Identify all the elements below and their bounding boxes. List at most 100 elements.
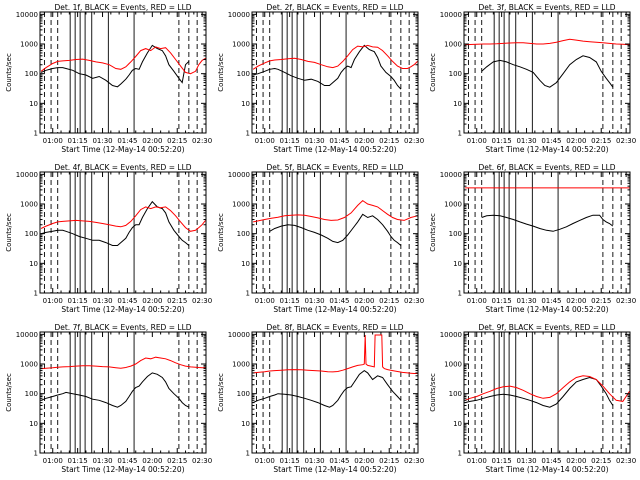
x-tick-label: 02:30: [192, 137, 212, 145]
x-tick-label: 01:15: [492, 297, 512, 305]
x-tick-label: 02:00: [566, 297, 586, 305]
plot-frame: [39, 171, 207, 294]
y-tick-label: 10: [29, 260, 38, 268]
chart-panel-9: 1 10 100 1000 10000 01:00 01:15 01:30 01:45 02:00…: [429, 323, 636, 474]
y-tick-label: 10000: [228, 11, 250, 19]
y-tick-label: 10000: [440, 171, 462, 179]
x-tick-label: 02:00: [354, 137, 374, 145]
plot-area: [40, 332, 206, 453]
y-tick-label: 1: [34, 290, 38, 298]
plot-frame: [251, 331, 419, 454]
x-tick-label: 02:15: [591, 297, 611, 305]
x-tick-label: 01:45: [329, 297, 349, 305]
x-tick-label: 01:15: [280, 457, 300, 465]
y-tick-label: 1000: [20, 361, 38, 369]
x-tick-label: 02:15: [379, 137, 399, 145]
chart-title: Det. 2f, BLACK = Events, RED = LLD: [266, 3, 403, 12]
y-tick-label: 1000: [232, 201, 250, 209]
y-tick-label: 1000: [444, 41, 462, 49]
x-tick-label: 02:15: [379, 457, 399, 465]
y-tick-label: 100: [237, 390, 250, 398]
x-tick-label: 01:00: [255, 297, 275, 305]
y-tick-label: 10000: [16, 171, 38, 179]
x-tick-label: 02:15: [591, 457, 611, 465]
plot-frame: [251, 11, 419, 134]
plot-frame: [463, 331, 631, 454]
y-axis-label: Counts/sec: [217, 373, 225, 412]
chart-panel-4: 1 10 100 1000 10000 01:00 01:15 01:30 01:45 02:00…: [5, 163, 212, 314]
y-tick-label: 100: [449, 70, 462, 78]
y-axis-label: Counts/sec: [5, 373, 13, 412]
plot-frame: [251, 171, 419, 294]
y-tick-label: 100: [25, 230, 38, 238]
y-tick-label: 1000: [444, 201, 462, 209]
events-series-line: [40, 44, 190, 88]
y-tick-label: 10000: [440, 11, 462, 19]
x-tick-label: 02:30: [616, 137, 636, 145]
lld-series-line: [253, 199, 418, 223]
y-axis-label: Counts/sec: [429, 373, 437, 412]
y-tick-label: 10000: [440, 331, 462, 339]
x-axis-label: Start Time (12-May-14 00:52:20): [61, 305, 184, 314]
y-tick-label: 100: [237, 70, 250, 78]
plot-area: [40, 12, 206, 133]
x-tick-label: 01:15: [280, 297, 300, 305]
x-tick-label: 01:30: [516, 457, 536, 465]
events-series-line: [481, 55, 614, 88]
x-tick-label: 01:00: [255, 137, 275, 145]
y-tick-label: 10: [241, 260, 250, 268]
y-tick-label: 1000: [232, 361, 250, 369]
x-tick-label: 02:30: [616, 297, 636, 305]
x-tick-label: 02:00: [142, 297, 162, 305]
plot-area: [252, 12, 418, 133]
x-tick-label: 02:30: [404, 137, 424, 145]
y-tick-label: 100: [449, 390, 462, 398]
x-tick-label: 01:30: [516, 297, 536, 305]
y-tick-label: 1: [458, 130, 462, 138]
x-tick-label: 02:00: [354, 297, 374, 305]
lld-series-line: [40, 46, 206, 75]
x-tick-label: 02:15: [379, 297, 399, 305]
x-tick-label: 02:00: [142, 457, 162, 465]
x-tick-label: 01:00: [43, 457, 63, 465]
x-tick-label: 01:00: [467, 297, 487, 305]
plot-area: [252, 332, 418, 453]
x-tick-label: 01:45: [541, 297, 561, 305]
y-tick-label: 100: [25, 70, 38, 78]
chart-title: Det. 6f, BLACK = Events, RED = LLD: [478, 163, 615, 172]
lld-series-line: [40, 206, 206, 232]
y-tick-label: 10: [241, 420, 250, 428]
x-tick-label: 01:30: [516, 137, 536, 145]
y-tick-label: 100: [449, 230, 462, 238]
plot-frame: [39, 11, 207, 134]
plot-area: [464, 332, 630, 453]
plot-frame: [39, 331, 207, 454]
chart-title: Det. 1f, BLACK = Events, RED = LLD: [54, 3, 191, 12]
events-series-line: [252, 44, 402, 90]
chart-title: Det. 3f, BLACK = Events, RED = LLD: [478, 3, 615, 12]
x-tick-label: 01:00: [43, 297, 63, 305]
y-tick-label: 1000: [444, 361, 462, 369]
y-tick-label: 1: [458, 450, 462, 458]
y-tick-label: 1: [34, 130, 38, 138]
x-tick-label: 02:30: [404, 457, 424, 465]
x-tick-label: 01:00: [467, 137, 487, 145]
x-tick-label: 02:30: [616, 457, 636, 465]
x-tick-label: 01:15: [68, 297, 88, 305]
lld-series-line: [41, 356, 206, 370]
events-series-line: [40, 372, 190, 408]
x-tick-label: 01:45: [329, 457, 349, 465]
y-axis-label: Counts/sec: [217, 213, 225, 252]
plot-area: [465, 12, 630, 133]
events-series-line: [481, 214, 614, 232]
x-axis-label: Start Time (12-May-14 00:52:20): [485, 145, 608, 154]
x-tick-label: 02:15: [167, 297, 187, 305]
x-tick-label: 02:00: [142, 137, 162, 145]
y-tick-label: 10: [453, 420, 462, 428]
x-axis-label: Start Time (12-May-14 00:52:20): [273, 305, 396, 314]
x-axis-label: Start Time (12-May-14 00:52:20): [61, 465, 184, 474]
x-tick-label: 01:45: [117, 137, 137, 145]
x-tick-label: 01:45: [541, 137, 561, 145]
x-tick-label: 01:45: [329, 137, 349, 145]
plot-frame: [463, 171, 631, 294]
